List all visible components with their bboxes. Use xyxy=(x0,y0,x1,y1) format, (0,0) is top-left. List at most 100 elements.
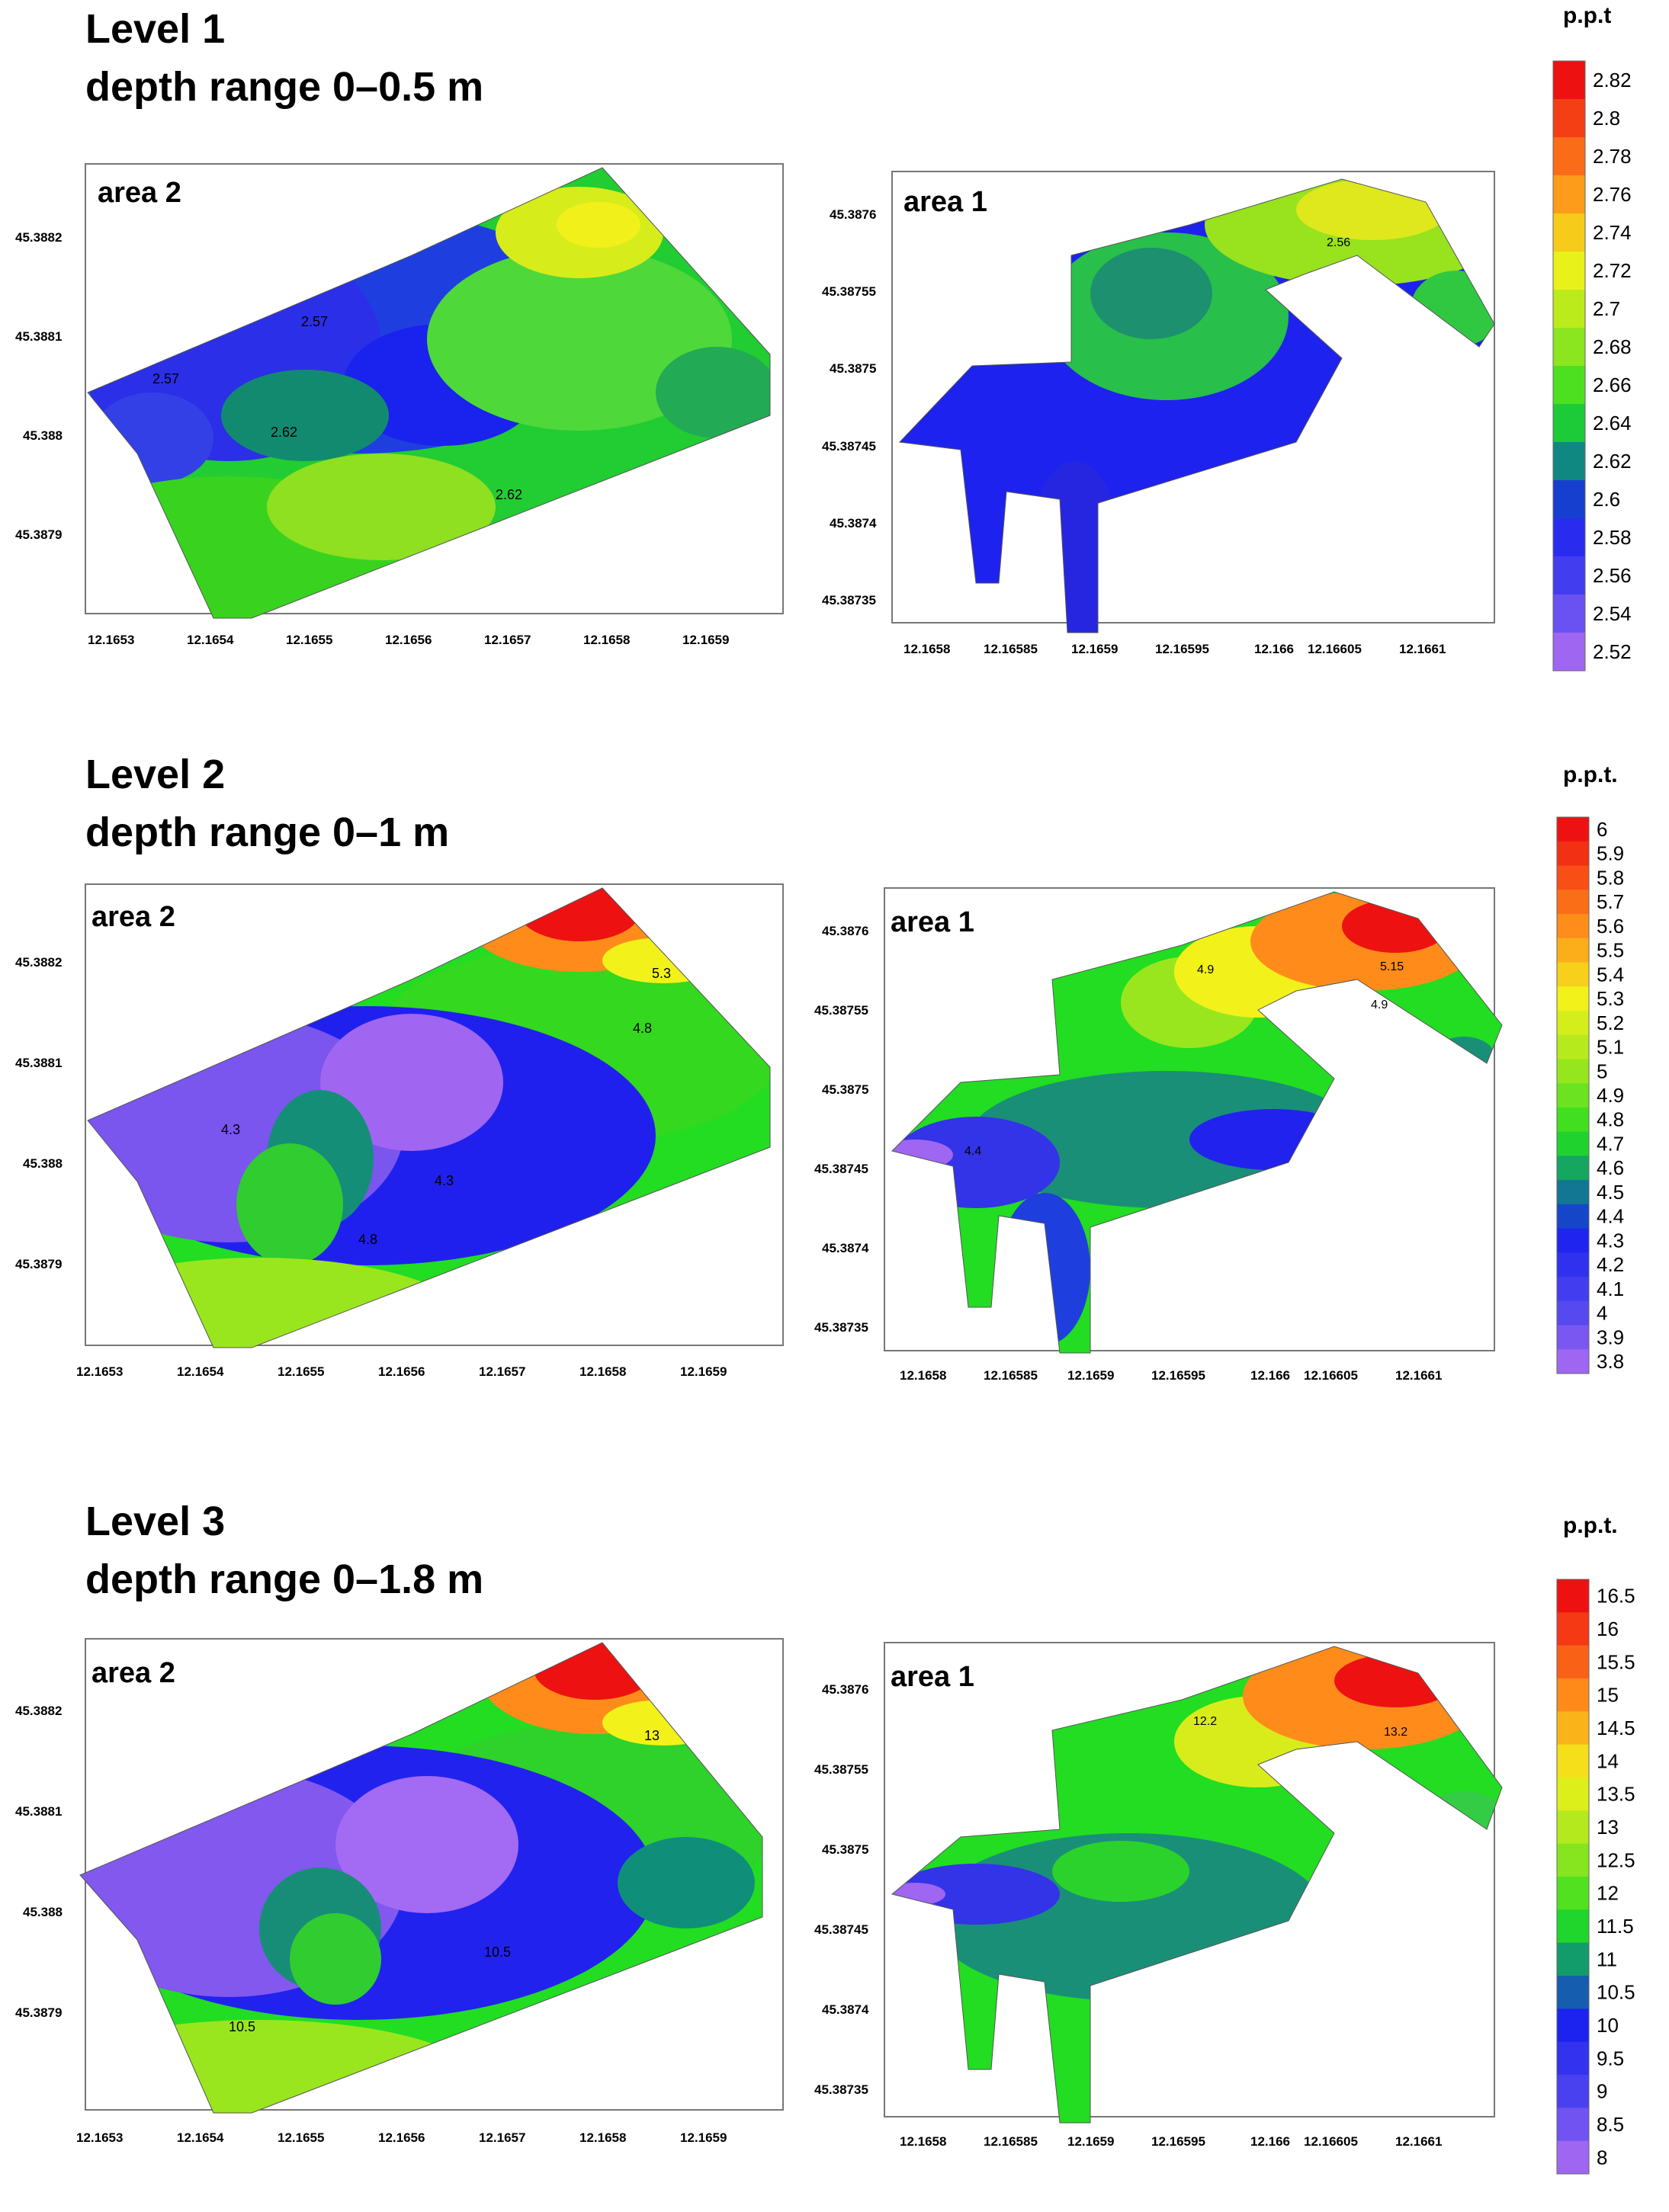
x-tick-label: 12.1653 xyxy=(76,2130,123,2145)
contour-labels: 4.9 5.15 4.9 4.4 xyxy=(964,960,1404,1158)
legend-color-swatch xyxy=(1557,1349,1589,1374)
legend-tick-label: 10 xyxy=(1597,2014,1619,2037)
x-tick-label: 12.1661 xyxy=(1395,1368,1442,1383)
x-tick-label: 12.1656 xyxy=(378,1364,425,1379)
legend-color-swatch xyxy=(1557,865,1589,890)
legend-tick-label: 3.8 xyxy=(1597,1350,1624,1373)
legend-color-swatch xyxy=(1553,175,1585,214)
x-tick-label: 12.1659 xyxy=(682,633,729,647)
area-2-label: area 2 xyxy=(98,177,181,209)
legend-color-swatch xyxy=(1553,99,1585,138)
y-tick-label: 45.3875 xyxy=(822,1082,868,1097)
level-3-area-2-map: area 2 13 10.5 10.5 45.3882 45.3881 45.3… xyxy=(0,1638,785,2169)
x-tick-label: 12.166 xyxy=(1250,2134,1290,2149)
legend-color-swatch xyxy=(1557,1228,1589,1253)
legend-tick-label: 4.5 xyxy=(1597,1181,1624,1204)
y-tick-label: 45.38755 xyxy=(814,1003,868,1018)
x-tick-label: 12.1658 xyxy=(900,2134,946,2149)
x-tick-label: 12.1657 xyxy=(479,2130,525,2145)
legend-color-swatch xyxy=(1557,1678,1589,1712)
legend-color-swatch xyxy=(1557,2075,1589,2108)
x-tick-label: 12.166 xyxy=(1250,1368,1290,1383)
area-1-label: area 1 xyxy=(891,906,974,938)
legend-tick-label: 5.8 xyxy=(1597,866,1624,889)
y-tick-label: 45.388 xyxy=(23,1905,63,1919)
level-1-depth-range: depth range 0–0.5 m xyxy=(85,64,484,110)
legend-tick-label: 11 xyxy=(1597,1948,1617,1970)
contour-label: 12.2 xyxy=(1193,1715,1217,1728)
legend-tick-label: 2.68 xyxy=(1593,335,1632,358)
x-axis-ticks: 12.1653 12.1654 12.1655 12.1656 12.1657 … xyxy=(76,2130,727,2145)
legend-color-swatch xyxy=(1557,1711,1589,1746)
legend-tick-label: 2.56 xyxy=(1593,564,1632,587)
legend-tick-label: 4 xyxy=(1597,1302,1607,1325)
legend-tick-label: 12.5 xyxy=(1597,1848,1635,1871)
legend-tick-label: 9 xyxy=(1597,2080,1607,2103)
y-tick-label: 45.3874 xyxy=(822,2002,869,2017)
y-axis-ticks: 45.3882 45.3881 45.388 45.3879 xyxy=(15,230,63,542)
contour-label: 4.4 xyxy=(964,1145,981,1158)
level-3-area-1-svg: area 1 12.2 13.2 45.3876 45.38755 45.387… xyxy=(814,1642,1503,2149)
y-axis-ticks: 45.3876 45.38755 45.3875 45.38745 45.387… xyxy=(814,924,869,1335)
legend-tick-label: 4.4 xyxy=(1597,1205,1624,1228)
legend-color-swatch xyxy=(1557,2008,1589,2043)
y-tick-label: 45.388 xyxy=(23,428,63,443)
legend-tick-label: 2.78 xyxy=(1593,145,1632,168)
level-1-unit-label: p.p.t xyxy=(1563,3,1612,28)
contour-label: 13.2 xyxy=(1384,1726,1407,1739)
legend-color-swatch xyxy=(1557,1300,1589,1326)
level-2-title-block: Level 2 depth range 0–1 m xyxy=(85,745,449,861)
level-1-area-2-svg: area 2 2.57 2.57 2.62 2.62 45.3882 45.38… xyxy=(15,163,784,647)
x-tick-label: 12.1659 xyxy=(680,2130,727,2145)
contour-label: 2.62 xyxy=(271,425,297,440)
legend-color-swatch xyxy=(1557,1942,1589,1976)
contour-labels: 12.2 13.2 xyxy=(1193,1715,1407,1739)
y-tick-label: 45.3876 xyxy=(830,207,876,222)
y-tick-label: 45.3876 xyxy=(822,924,868,938)
x-axis-ticks: 12.1658 12.16585 12.1659 12.16595 12.166… xyxy=(904,642,1446,656)
level-1-area-1-svg: area 1 2.56 45.3876 45.38755 45.3875 45.… xyxy=(822,171,1495,656)
legend-tick-label: 2.76 xyxy=(1593,183,1632,206)
contour-label: 4.8 xyxy=(358,1232,377,1247)
x-tick-label: 12.1654 xyxy=(177,1364,224,1379)
x-tick-label: 12.16605 xyxy=(1308,642,1362,656)
legend-tick-label: 5.4 xyxy=(1597,963,1624,986)
legend-color-swatch xyxy=(1557,817,1589,842)
contour-label: 4.8 xyxy=(633,1021,652,1036)
legend-color-swatch xyxy=(1553,252,1585,290)
legend-color-swatch xyxy=(1553,404,1585,443)
legend-color-swatch xyxy=(1557,2108,1589,2142)
legend-color-swatch xyxy=(1557,2140,1589,2175)
y-tick-label: 45.38735 xyxy=(814,2082,868,2097)
legend-color-swatch xyxy=(1557,1744,1589,1778)
legend-color-swatch xyxy=(1553,595,1585,633)
x-axis-ticks: 12.1658 12.16585 12.1659 12.16595 12.166… xyxy=(900,2134,1442,2149)
legend-tick-label: 2.74 xyxy=(1593,221,1632,244)
x-tick-label: 12.1659 xyxy=(1067,2134,1114,2149)
level-2-title: Level 2 xyxy=(85,752,226,797)
legend-color-swatch xyxy=(1557,1083,1589,1108)
legend-tick-label: 2.62 xyxy=(1593,450,1632,473)
legend-tick-label: 2.58 xyxy=(1593,526,1632,549)
legend-tick-label: 2.52 xyxy=(1593,640,1632,663)
y-tick-label: 45.3881 xyxy=(15,1804,62,1819)
area-1-label: area 1 xyxy=(891,1661,974,1693)
legend-tick-label: 5.1 xyxy=(1597,1036,1624,1059)
contour-label: 4.9 xyxy=(1197,963,1214,976)
legend-tick-label: 2.64 xyxy=(1593,412,1632,434)
x-tick-label: 12.1653 xyxy=(76,1364,123,1379)
legend-color-swatch xyxy=(1553,366,1585,405)
level-1-color-legend: 2.82 2.8 2.78 2.76 2.74 2.72 2.7 2.68 2.66 2.64 2.… xyxy=(1552,59,1658,704)
level-3-color-legend: 16.5 16 15.5 15 14.5 14 13.5 13 12.5 12 11.5 11 10.5… xyxy=(1555,1578,1662,2207)
legend-tick-label: 15.5 xyxy=(1597,1650,1635,1673)
contour-label: 10.5 xyxy=(484,1944,511,1960)
level-3-depth-range: depth range 0–1.8 m xyxy=(85,1556,484,1602)
legend-tick-label: 2.66 xyxy=(1593,373,1632,396)
x-axis-ticks: 12.1653 12.1654 12.1655 12.1656 12.1657 … xyxy=(76,1364,727,1379)
level-1-title: Level 1 xyxy=(85,6,226,52)
legend-svg: 16.5 16 15.5 15 14.5 14 13.5 13 12.5 12 11.5 11 10.5… xyxy=(1556,1579,1635,2175)
legend-color-swatch xyxy=(1553,556,1585,595)
y-tick-label: 45.38755 xyxy=(822,284,876,299)
y-axis-ticks: 45.3876 45.38755 45.3875 45.38745 45.387… xyxy=(822,207,877,607)
area-1-label: area 1 xyxy=(904,186,987,218)
